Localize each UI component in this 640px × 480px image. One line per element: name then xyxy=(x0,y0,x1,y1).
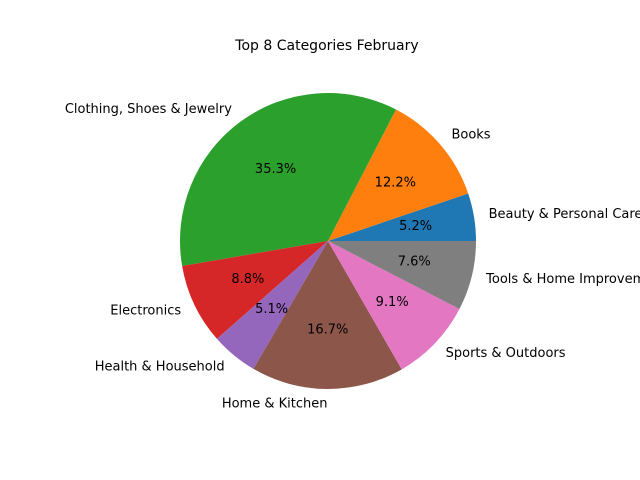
pct-label-books: 12.2% xyxy=(375,176,416,191)
category-label-home-kitchen: Home & Kitchen xyxy=(222,396,328,411)
pie-slice-beauty-personal-care xyxy=(328,193,476,241)
pie-slice-electronics xyxy=(182,241,328,339)
pie-slice-clothing-shoes-jewelry xyxy=(179,93,397,266)
pct-label-electronics: 8.8% xyxy=(231,272,264,287)
category-label-clothing-shoes-jewelry: Clothing, Shoes & Jewelry xyxy=(65,102,232,117)
pct-label-clothing-shoes-jewelry: 35.3% xyxy=(255,162,296,177)
percentage-labels: 5.2% 12.2% 35.3% 8.8% 5.1% 16.7% 9.1% 7.6% xyxy=(231,162,432,337)
pct-label-beauty-personal-care: 5.2% xyxy=(399,219,432,234)
category-label-beauty-personal-care: Beauty & Personal Care xyxy=(489,207,640,222)
category-label-sports-outdoors: Sports & Outdoors xyxy=(446,346,566,361)
category-label-tools-home-improvement: Tools & Home Improvement xyxy=(485,272,640,287)
pie-slice-books xyxy=(328,109,469,241)
pct-label-home-kitchen: 16.7% xyxy=(307,322,348,337)
pie-slice-tools-home-improvement xyxy=(328,241,476,310)
pct-label-tools-home-improvement: 7.6% xyxy=(398,255,431,270)
category-label-books: Books xyxy=(451,127,490,142)
category-label-electronics: Electronics xyxy=(110,304,181,319)
pie-slice-health-household xyxy=(216,241,328,369)
pie-slices xyxy=(179,93,476,390)
pie-slice-home-kitchen xyxy=(253,241,402,390)
category-labels: Beauty & Personal Care Books Clothing, Sho… xyxy=(65,102,640,411)
category-label-health-household: Health & Household xyxy=(95,359,225,374)
chart-title: Top 8 Categories February xyxy=(234,38,418,54)
pie-slice-sports-outdoors xyxy=(328,241,460,370)
pct-label-health-household: 5.1% xyxy=(255,302,288,317)
pct-label-sports-outdoors: 9.1% xyxy=(376,295,409,310)
